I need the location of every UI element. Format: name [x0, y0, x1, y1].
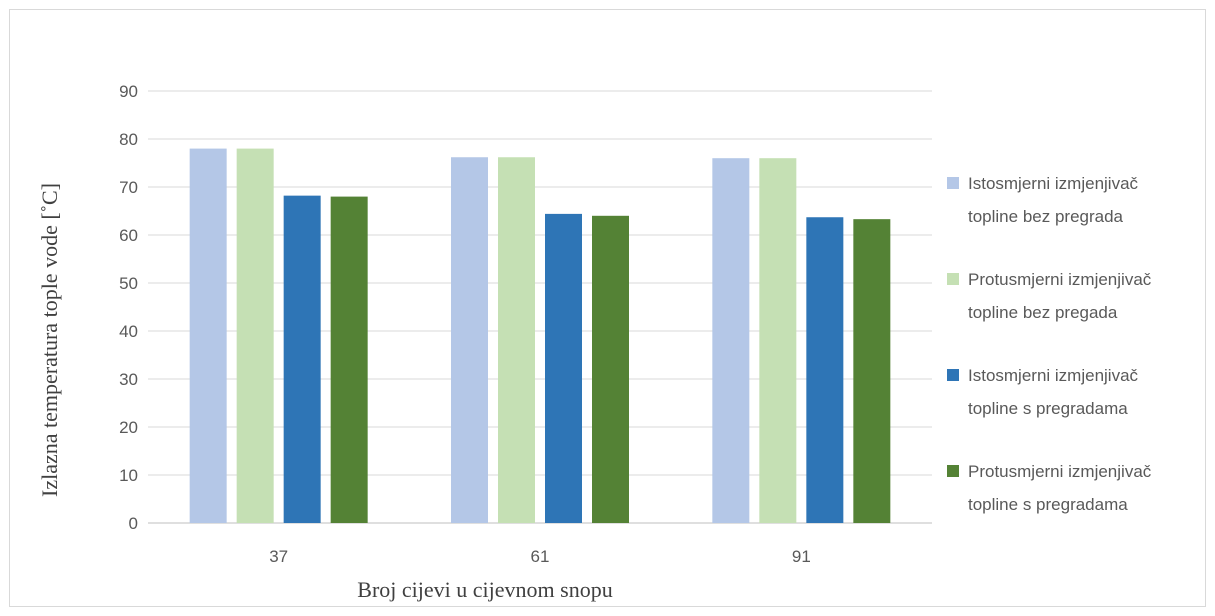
x-tick-labels: 37 61 91	[269, 547, 811, 566]
y-tick-label: 70	[119, 178, 138, 197]
x-tick-label: 91	[792, 547, 811, 566]
legend-label: topline bez pregrada	[968, 207, 1124, 226]
legend-label: topline s pregradama	[968, 495, 1128, 514]
y-tick-label: 0	[129, 514, 138, 533]
bar	[283, 195, 321, 523]
y-tick-label: 20	[119, 418, 138, 437]
legend-swatch	[947, 273, 959, 285]
x-tick-label: 37	[269, 547, 288, 566]
legend-label: Protusmjerni izmjenjivač	[968, 462, 1152, 481]
x-tick-label: 61	[531, 547, 550, 566]
legend-swatch	[947, 369, 959, 381]
y-tick-labels: 0 10 20 30 40 50 60 70 80 90	[119, 82, 138, 533]
y-tick-label: 60	[119, 226, 138, 245]
bar	[545, 213, 582, 523]
bar	[712, 158, 750, 523]
bar	[451, 157, 488, 524]
legend-swatch	[947, 465, 959, 477]
y-tick-label: 10	[119, 466, 138, 485]
legend-label: Istosmjerni izmjenjivač	[968, 366, 1139, 385]
legend: Istosmjerni izmjenjivač topline bez pregr…	[947, 174, 1152, 514]
legend-label: topline s pregradama	[968, 399, 1128, 418]
y-tick-label: 50	[119, 274, 138, 293]
legend-label: topline bez pregada	[968, 303, 1118, 322]
x-axis-title: Broj cijevi u cijevnom snopu	[357, 577, 612, 602]
y-tick-label: 80	[119, 130, 138, 149]
gridlines	[148, 90, 932, 524]
bar	[759, 158, 797, 523]
bar	[498, 157, 535, 524]
y-tick-label: 90	[119, 82, 138, 101]
y-tick-label: 30	[119, 370, 138, 389]
bar	[853, 219, 891, 523]
bar	[330, 196, 368, 523]
legend-swatch	[947, 177, 959, 189]
bar	[592, 215, 629, 524]
y-axis-title: Izlazna temperatura tople vode [˚C]	[37, 183, 62, 497]
y-tick-label: 40	[119, 322, 138, 341]
bars	[189, 148, 891, 524]
bar	[189, 148, 227, 523]
legend-label: Istosmjerni izmjenjivač	[968, 174, 1139, 193]
bar	[236, 148, 274, 523]
bar	[806, 217, 844, 524]
legend-label: Protusmjerni izmjenjivač	[968, 270, 1152, 289]
